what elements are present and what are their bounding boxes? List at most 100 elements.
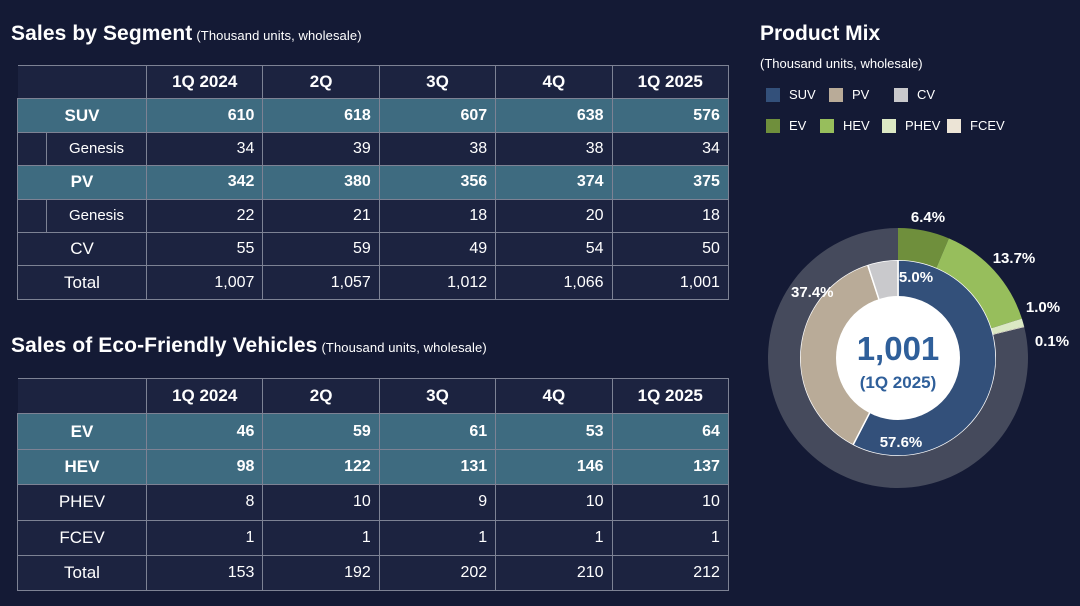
row-label: PHEV bbox=[17, 484, 147, 521]
table-cell: 59 bbox=[262, 413, 380, 450]
legend-swatch bbox=[882, 118, 896, 133]
legend-item-fcev: FCEV bbox=[947, 118, 1005, 133]
table-cell: 1 bbox=[495, 519, 613, 556]
segment-col-header: 1Q 2025 bbox=[611, 64, 729, 100]
table-row-pv-genesis: Genesis 22 21 18 20 18 bbox=[17, 198, 729, 233]
table-cell: 64 bbox=[611, 413, 729, 450]
table-cell: 61 bbox=[378, 413, 497, 450]
table-cell: 49 bbox=[378, 231, 497, 267]
data-label-cv: 5.0% bbox=[899, 269, 933, 286]
donut-slice-fcev bbox=[993, 326, 1025, 335]
eco-subtitle: (Thousand units, wholesale) bbox=[321, 340, 487, 355]
legend-item-hev: HEV bbox=[820, 118, 870, 133]
segment-header-corner bbox=[17, 64, 147, 100]
data-label-fcev: 0.1% bbox=[1035, 333, 1069, 350]
eco-title-text: Sales of Eco-Friendly Vehicles bbox=[11, 334, 318, 357]
table-cell: 607 bbox=[378, 98, 497, 133]
row-label: Total bbox=[17, 554, 147, 592]
legend-label: CV bbox=[917, 87, 936, 102]
data-label-suv: 57.6% bbox=[880, 434, 923, 451]
row-label: EV bbox=[17, 413, 147, 450]
table-cell: 146 bbox=[495, 448, 613, 486]
legend-swatch bbox=[829, 87, 843, 102]
legend-swatch bbox=[947, 118, 961, 133]
segment-col-header: 3Q bbox=[378, 64, 497, 100]
row-label: FCEV bbox=[17, 519, 147, 556]
table-row-suv: SUV 610 618 607 638 576 bbox=[17, 98, 729, 133]
table-cell: 1,007 bbox=[145, 265, 264, 300]
table-cell: 22 bbox=[145, 198, 264, 233]
indent-cell bbox=[17, 132, 47, 166]
table-cell: 39 bbox=[262, 131, 380, 167]
legend-swatch bbox=[894, 87, 908, 102]
legend-item-ev: EV bbox=[766, 118, 806, 133]
table-cell: 374 bbox=[495, 165, 613, 200]
eco-table: 1Q 2024 2Q 3Q 4Q 1Q 2025 EV 46 59 61 53 … bbox=[17, 377, 729, 592]
donut-center-value: 1,001 bbox=[857, 330, 940, 367]
table-row-hev: HEV 98 122 131 146 137 bbox=[17, 448, 729, 486]
table-row-fcev: FCEV 1 1 1 1 1 bbox=[17, 519, 729, 556]
segment-table: 1Q 2024 2Q 3Q 4Q 1Q 2025 SUV 610 618 607… bbox=[17, 64, 729, 300]
row-label: PV bbox=[17, 165, 147, 200]
legend-item-suv: SUV bbox=[766, 87, 816, 102]
table-cell: 380 bbox=[262, 165, 380, 200]
table-cell: 1,057 bbox=[262, 265, 380, 300]
table-cell: 38 bbox=[378, 131, 497, 167]
mix-subtitle: (Thousand units, wholesale) bbox=[760, 56, 923, 71]
eco-col-header: 2Q bbox=[262, 377, 380, 415]
eco-col-header: 4Q bbox=[495, 377, 613, 415]
table-cell: 192 bbox=[262, 554, 380, 592]
table-cell: 122 bbox=[262, 448, 380, 486]
table-cell: 34 bbox=[145, 131, 264, 167]
legend-item-cv: CV bbox=[894, 87, 935, 102]
table-cell: 1,012 bbox=[378, 265, 497, 300]
table-cell: 54 bbox=[495, 231, 613, 267]
legend-swatch bbox=[766, 118, 780, 133]
table-cell: 8 bbox=[145, 484, 264, 521]
legend-label: HEV bbox=[843, 118, 870, 133]
eco-col-header: 1Q 2025 bbox=[611, 377, 729, 415]
table-cell: 137 bbox=[611, 448, 729, 486]
donut-slice-ev bbox=[898, 228, 949, 268]
table-row-pv: PV 342 380 356 374 375 bbox=[17, 165, 729, 200]
table-cell: 38 bbox=[495, 131, 613, 167]
data-label-ev: 6.4% bbox=[911, 209, 945, 226]
table-cell: 1 bbox=[611, 519, 729, 556]
mix-title: Product Mix bbox=[760, 22, 881, 45]
data-label-pv: 37.4% bbox=[791, 284, 834, 301]
donut-center bbox=[836, 296, 960, 420]
data-label-hev: 13.7% bbox=[993, 250, 1036, 267]
data-label-phev: 1.0% bbox=[1026, 299, 1060, 316]
legend-label: PV bbox=[852, 87, 870, 102]
segment-header-row: 1Q 2024 2Q 3Q 4Q 1Q 2025 bbox=[17, 64, 729, 100]
eco-header-row: 1Q 2024 2Q 3Q 4Q 1Q 2025 bbox=[17, 377, 729, 415]
table-cell: 342 bbox=[145, 165, 264, 200]
indent-cell bbox=[17, 199, 47, 233]
table-cell: 576 bbox=[611, 98, 729, 133]
table-row-phev: PHEV 8 10 9 10 10 bbox=[17, 484, 729, 521]
eco-title: Sales of Eco-Friendly Vehicles (Thousand … bbox=[11, 334, 487, 358]
table-cell: 212 bbox=[611, 554, 729, 592]
donut-center-label: (1Q 2025) bbox=[860, 373, 937, 392]
table-cell: 210 bbox=[495, 554, 613, 592]
table-row-ev: EV 46 59 61 53 64 bbox=[17, 413, 729, 450]
table-cell: 9 bbox=[378, 484, 497, 521]
table-row-total: Total 153 192 202 210 212 bbox=[17, 554, 729, 592]
donut-slice-hev bbox=[936, 238, 1022, 329]
table-row-total: Total 1,007 1,057 1,012 1,066 1,001 bbox=[17, 265, 729, 300]
row-label: Genesis bbox=[46, 198, 147, 233]
table-cell: 10 bbox=[611, 484, 729, 521]
legend-item-pv: PV bbox=[829, 87, 869, 102]
legend-swatch bbox=[766, 87, 780, 102]
table-cell: 1 bbox=[145, 519, 264, 556]
row-label: CV bbox=[17, 231, 147, 267]
table-cell: 153 bbox=[145, 554, 264, 592]
legend-item-phev: PHEV bbox=[882, 118, 940, 133]
legend-label: SUV bbox=[789, 87, 816, 102]
table-cell: 1 bbox=[378, 519, 497, 556]
eco-col-header: 1Q 2024 bbox=[145, 377, 264, 415]
row-label: SUV bbox=[17, 98, 147, 133]
table-cell: 21 bbox=[262, 198, 380, 233]
table-cell: 375 bbox=[611, 165, 729, 200]
table-cell: 356 bbox=[378, 165, 497, 200]
